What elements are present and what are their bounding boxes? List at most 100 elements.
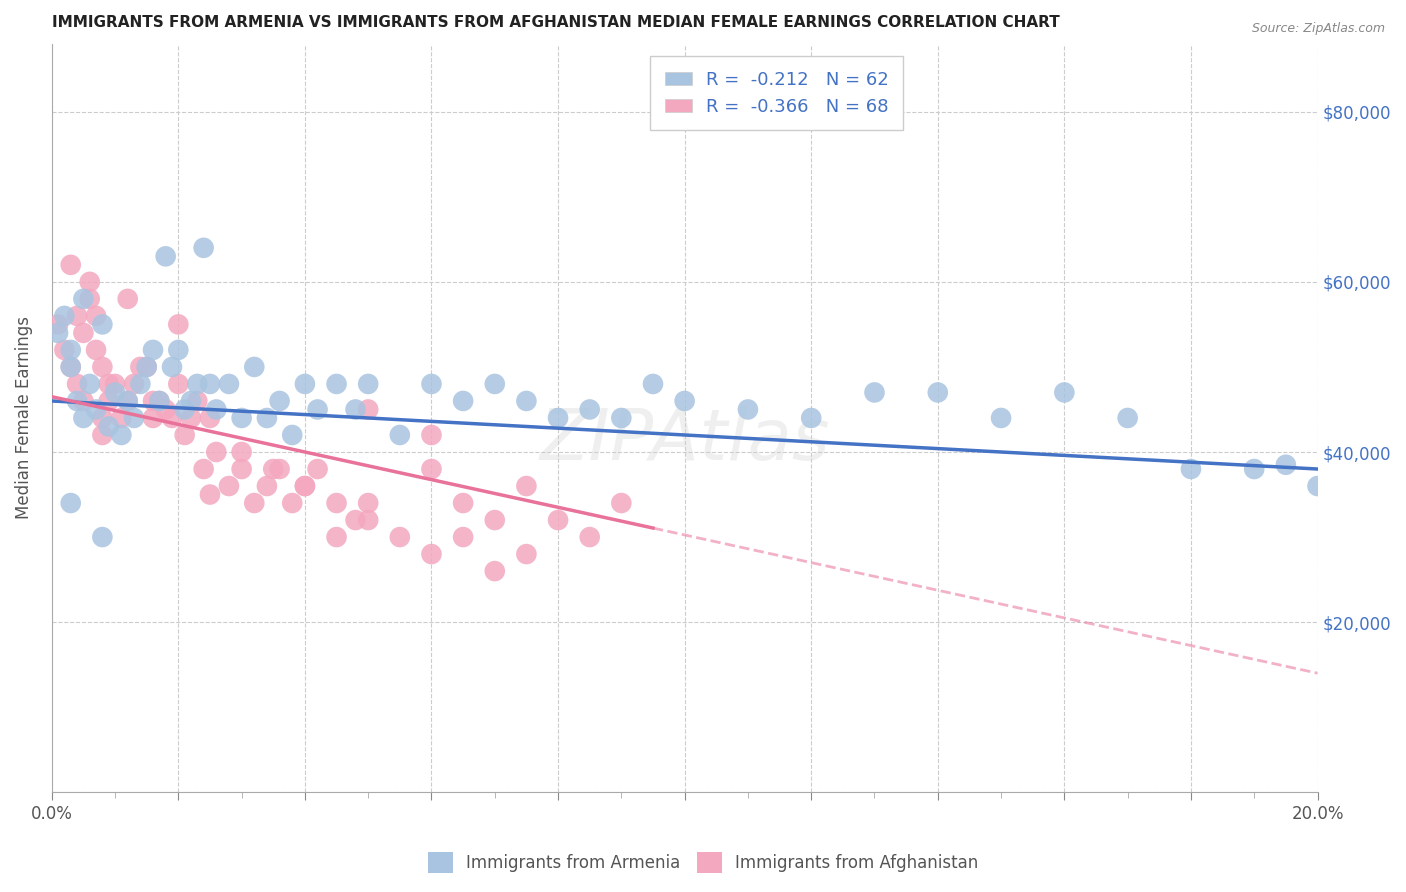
- Point: [198, 411, 221, 425]
- Point: [269, 394, 291, 409]
- Point: [122, 376, 145, 391]
- Point: [167, 343, 190, 357]
- Point: [451, 530, 474, 544]
- Point: [91, 411, 114, 425]
- Point: [72, 292, 94, 306]
- Point: [46, 318, 69, 332]
- Point: [243, 496, 266, 510]
- Text: Source: ZipAtlas.com: Source: ZipAtlas.com: [1251, 22, 1385, 36]
- Point: [97, 419, 120, 434]
- Point: [84, 309, 107, 323]
- Point: [180, 394, 202, 409]
- Point: [59, 359, 82, 374]
- Point: [357, 513, 380, 527]
- Point: [160, 411, 183, 425]
- Point: [110, 428, 132, 442]
- Point: [1306, 479, 1329, 493]
- Point: [91, 428, 114, 442]
- Point: [160, 359, 183, 374]
- Point: [198, 487, 221, 501]
- Point: [484, 376, 506, 391]
- Point: [148, 394, 170, 409]
- Point: [269, 462, 291, 476]
- Point: [1053, 385, 1076, 400]
- Point: [186, 376, 208, 391]
- Point: [97, 376, 120, 391]
- Point: [388, 428, 411, 442]
- Point: [117, 394, 139, 409]
- Point: [117, 292, 139, 306]
- Point: [294, 376, 316, 391]
- Point: [484, 564, 506, 578]
- Point: [578, 402, 600, 417]
- Point: [173, 402, 195, 417]
- Point: [231, 411, 253, 425]
- Point: [91, 318, 114, 332]
- Point: [610, 496, 633, 510]
- Point: [325, 530, 347, 544]
- Point: [451, 496, 474, 510]
- Point: [515, 547, 537, 561]
- Point: [104, 376, 127, 391]
- Point: [357, 376, 380, 391]
- Point: [155, 249, 177, 263]
- Point: [142, 394, 165, 409]
- Point: [515, 394, 537, 409]
- Point: [97, 394, 120, 409]
- Point: [1243, 462, 1265, 476]
- Point: [231, 445, 253, 459]
- Point: [451, 394, 474, 409]
- Point: [231, 462, 253, 476]
- Point: [927, 385, 949, 400]
- Point: [129, 359, 152, 374]
- Point: [737, 402, 759, 417]
- Point: [142, 411, 165, 425]
- Point: [53, 309, 76, 323]
- Point: [186, 394, 208, 409]
- Point: [344, 513, 367, 527]
- Point: [59, 258, 82, 272]
- Point: [281, 496, 304, 510]
- Point: [148, 394, 170, 409]
- Legend: Immigrants from Armenia, Immigrants from Afghanistan: Immigrants from Armenia, Immigrants from…: [420, 846, 986, 880]
- Point: [91, 359, 114, 374]
- Point: [122, 411, 145, 425]
- Point: [66, 394, 89, 409]
- Point: [155, 402, 177, 417]
- Point: [205, 402, 228, 417]
- Point: [53, 343, 76, 357]
- Point: [578, 530, 600, 544]
- Point: [193, 462, 215, 476]
- Point: [79, 376, 101, 391]
- Point: [262, 462, 284, 476]
- Point: [167, 318, 190, 332]
- Point: [344, 402, 367, 417]
- Point: [72, 411, 94, 425]
- Point: [91, 530, 114, 544]
- Point: [1116, 411, 1139, 425]
- Y-axis label: Median Female Earnings: Median Female Earnings: [15, 317, 32, 519]
- Point: [218, 479, 240, 493]
- Point: [180, 411, 202, 425]
- Point: [1275, 458, 1298, 472]
- Text: IMMIGRANTS FROM ARMENIA VS IMMIGRANTS FROM AFGHANISTAN MEDIAN FEMALE EARNINGS CO: IMMIGRANTS FROM ARMENIA VS IMMIGRANTS FR…: [52, 15, 1060, 30]
- Point: [420, 462, 443, 476]
- Point: [420, 376, 443, 391]
- Point: [46, 326, 69, 340]
- Point: [72, 394, 94, 409]
- Point: [515, 479, 537, 493]
- Point: [420, 428, 443, 442]
- Point: [205, 445, 228, 459]
- Point: [66, 309, 89, 323]
- Point: [1180, 462, 1202, 476]
- Point: [59, 496, 82, 510]
- Point: [198, 376, 221, 391]
- Point: [59, 343, 82, 357]
- Point: [84, 343, 107, 357]
- Point: [357, 496, 380, 510]
- Point: [59, 359, 82, 374]
- Point: [388, 530, 411, 544]
- Point: [325, 376, 347, 391]
- Point: [256, 411, 278, 425]
- Point: [243, 359, 266, 374]
